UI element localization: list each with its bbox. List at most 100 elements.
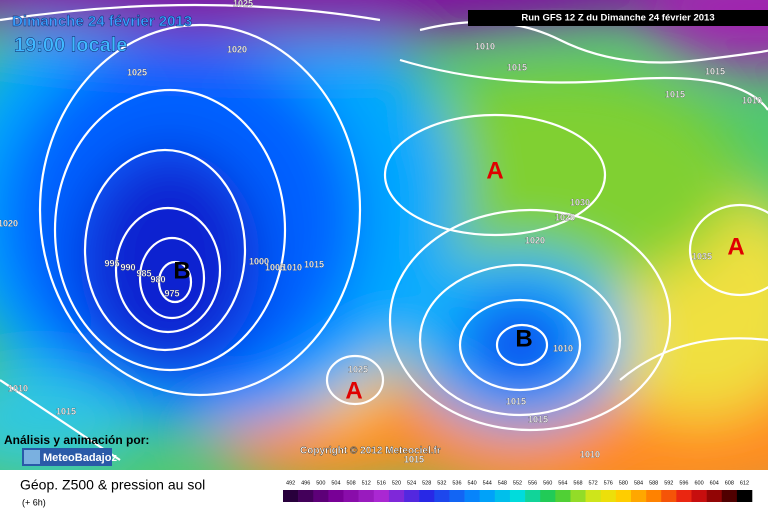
scale-label: 600 [694,480,703,486]
pressure-label: 1010 [475,41,495,51]
scale-swatch [630,490,647,502]
pressure-label: 1010 [8,383,28,393]
pressure-label: 1015 [528,414,548,424]
color-scale: 492 496 500 504 508 512 516 520 524 528 532 536 540 5… [283,480,753,502]
pressure-label: 975 [164,288,179,298]
copyright: Copyright © 2012 Meteociel.fr [300,446,441,457]
scale-swatch [464,490,480,502]
scale-swatch [509,490,526,502]
scale-swatch [283,490,299,502]
scale-swatch [585,490,602,502]
scale-swatch [555,490,571,502]
scale-swatch [328,490,344,502]
pressure-centers: A A A B B [173,157,744,404]
scale-swatch [298,490,314,502]
pressure-label: 1015 [665,89,685,99]
scale-swatch [358,490,375,502]
scale-swatch [676,490,692,502]
legend-title: Géop. Z500 & pression au sol [20,477,205,493]
pressure-label: 1025 [233,0,253,8]
pressure-label: 1025 [348,364,368,374]
pressure-label: 1010 [553,343,573,353]
scale-label: 552 [513,480,522,486]
time: 19:00 locale [14,34,127,56]
scale-swatch [494,490,511,502]
scale-swatch [313,490,329,502]
scale-swatch [570,490,586,502]
pressure-label: 980 [150,274,165,284]
scale-label: 532 [437,480,446,486]
scale-label: 576 [604,480,613,486]
scale-label: 528 [422,480,431,486]
pressure-label: 1025 [555,212,575,222]
scale-label: 492 [286,480,295,486]
logo-icon [24,450,40,464]
scale-swatch [540,490,556,502]
pressure-label: 995 [104,258,119,268]
scale-label: 560 [543,480,552,486]
scale-label: 604 [710,480,719,486]
scale-swatch [661,490,677,502]
scale-swatch [404,490,420,502]
pressure-label: 1030 [570,197,590,207]
pressure-label: 1020 [0,218,18,228]
scale-swatch [419,490,435,502]
scale-label: 520 [392,480,401,486]
scale-label: 504 [331,480,340,486]
scale-label: 572 [589,480,598,486]
pressure-label: 1010 [282,262,302,272]
scale-swatch [736,490,753,502]
scale-label: 612 [740,480,749,486]
scale-label: 540 [468,480,477,486]
pressure-label: 990 [120,262,135,272]
scale-label: 508 [346,480,355,486]
scale-swatch [706,490,723,502]
logo-text: MeteoBadajoz [43,452,117,464]
pressure-center: A [727,233,744,260]
pressure-label: 1015 [705,66,725,76]
scale-label: 544 [483,480,492,486]
scale-label: 608 [725,480,734,486]
pressure-label: 1025 [127,67,147,77]
scale-swatch [525,490,541,502]
scale-swatch [434,490,450,502]
scale-swatch [646,490,662,502]
scale-swatch [615,490,632,502]
scale-label: 496 [301,480,310,486]
pressure-center: B [173,257,190,284]
scale-swatch [373,490,390,502]
pressure-label: 1035 [692,251,712,261]
pressure-label: 1015 [506,396,526,406]
scale-swatch [721,490,738,502]
isobars [0,3,768,461]
pressure-center: A [345,377,362,404]
analysis-credit: Análisis y animación por: [4,433,149,447]
scale-label: 584 [634,480,643,486]
scale-swatch [691,490,707,502]
pressure-label: 1020 [525,235,545,245]
pressure-center: B [515,325,532,352]
scale-label: 512 [362,480,371,486]
pressure-label: 1015 [304,259,324,269]
scale-swatch [388,490,405,502]
scale-label: 588 [649,480,658,486]
run-info: Run GFS 12 Z du Dimanche 24 février 2013 [521,13,714,24]
scale-label: 568 [573,480,582,486]
pressure-label: 1010 [742,95,762,105]
pressure-label: 1005 [265,262,285,272]
scale-label: 580 [619,480,628,486]
scale-label: 524 [407,480,416,486]
pressure-label: 1000 [249,256,269,266]
pressure-label: 1015 [507,62,527,72]
legend-subtitle: (+ 6h) [22,497,46,507]
scale-swatch [600,490,617,502]
pressure-label: 1015 [404,454,424,464]
scale-label: 556 [528,480,537,486]
logo-box [22,448,112,466]
pressure-label: 1015 [56,406,76,416]
pressure-center: A [486,157,503,184]
scale-label: 516 [377,480,386,486]
